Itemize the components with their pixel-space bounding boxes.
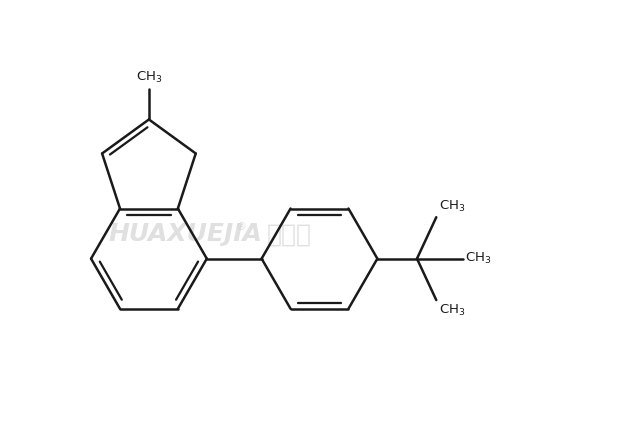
Text: CH$_3$: CH$_3$ <box>135 70 162 85</box>
Text: CH$_3$: CH$_3$ <box>465 251 491 266</box>
Text: HUAXUEJIA: HUAXUEJIA <box>109 222 263 246</box>
Text: ®: ® <box>236 222 247 232</box>
Text: CH$_3$: CH$_3$ <box>439 199 465 214</box>
Text: CH$_3$: CH$_3$ <box>439 303 465 318</box>
Text: 化学加: 化学加 <box>266 222 312 246</box>
